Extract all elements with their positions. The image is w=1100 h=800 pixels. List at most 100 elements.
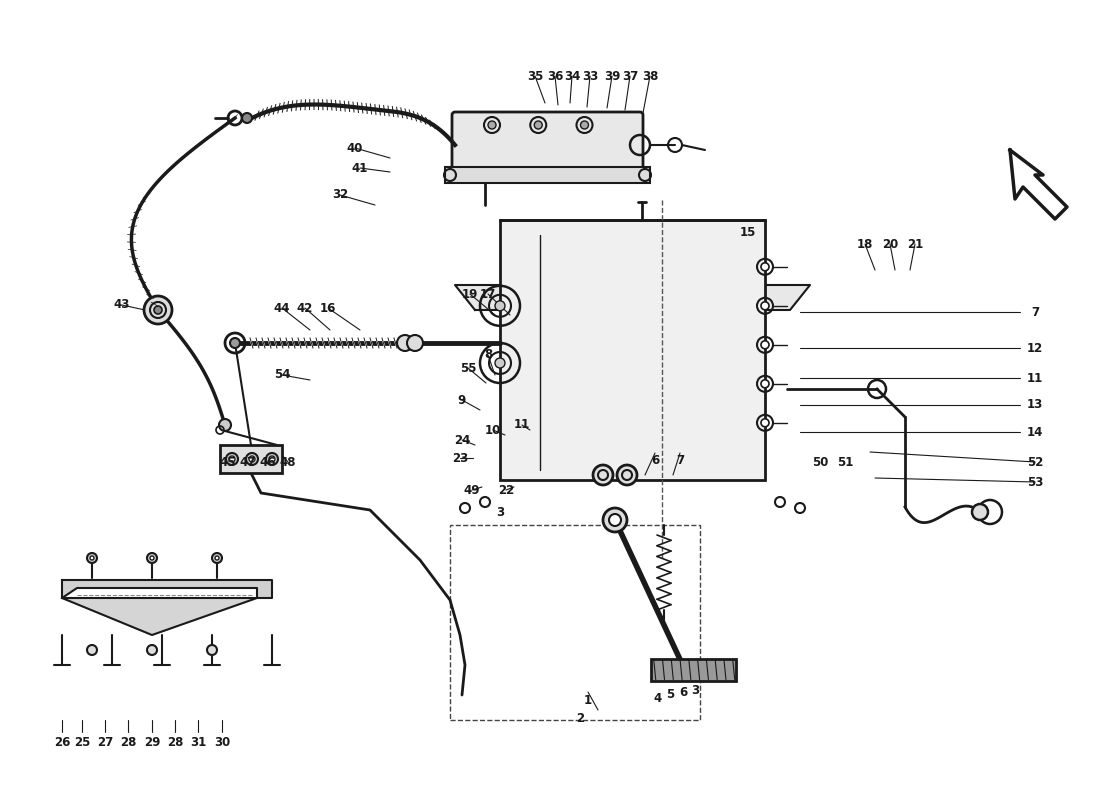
Circle shape bbox=[761, 262, 769, 270]
Text: 55: 55 bbox=[460, 362, 476, 374]
Text: 47: 47 bbox=[240, 455, 256, 469]
Text: 49: 49 bbox=[464, 483, 481, 497]
Text: 50: 50 bbox=[812, 455, 828, 469]
Text: 40: 40 bbox=[346, 142, 363, 154]
FancyBboxPatch shape bbox=[452, 112, 644, 178]
Text: 24: 24 bbox=[454, 434, 470, 446]
Text: 2: 2 bbox=[576, 711, 584, 725]
Circle shape bbox=[144, 296, 172, 324]
Circle shape bbox=[90, 556, 94, 560]
Text: 33: 33 bbox=[582, 70, 598, 82]
Text: 23: 23 bbox=[452, 451, 469, 465]
Text: 41: 41 bbox=[352, 162, 368, 174]
Circle shape bbox=[242, 113, 252, 123]
Text: 29: 29 bbox=[144, 735, 161, 749]
Circle shape bbox=[214, 556, 219, 560]
Text: 8: 8 bbox=[484, 349, 492, 362]
Text: 30: 30 bbox=[213, 735, 230, 749]
Text: 13: 13 bbox=[1027, 398, 1043, 411]
Text: 36: 36 bbox=[547, 70, 563, 82]
Bar bbox=[500, 220, 764, 480]
Text: 11: 11 bbox=[1027, 371, 1043, 385]
Bar bbox=[220, 445, 282, 473]
Text: 45: 45 bbox=[220, 455, 236, 469]
Circle shape bbox=[150, 556, 154, 560]
Text: 31: 31 bbox=[190, 735, 206, 749]
Text: 12: 12 bbox=[1027, 342, 1043, 354]
Bar bbox=[446, 167, 650, 183]
Bar bbox=[651, 658, 736, 681]
Circle shape bbox=[229, 456, 235, 462]
Circle shape bbox=[761, 380, 769, 388]
Text: 14: 14 bbox=[1026, 426, 1043, 438]
Circle shape bbox=[535, 121, 542, 129]
Text: 34: 34 bbox=[564, 70, 580, 82]
Circle shape bbox=[147, 645, 157, 655]
Text: 6: 6 bbox=[679, 686, 688, 698]
Text: 3: 3 bbox=[496, 506, 504, 518]
Text: 1: 1 bbox=[584, 694, 592, 706]
Text: 27: 27 bbox=[97, 735, 113, 749]
Polygon shape bbox=[1010, 150, 1067, 219]
Circle shape bbox=[212, 553, 222, 563]
Circle shape bbox=[154, 306, 162, 314]
Text: 28: 28 bbox=[120, 735, 136, 749]
Circle shape bbox=[207, 645, 217, 655]
Circle shape bbox=[488, 121, 496, 129]
Circle shape bbox=[397, 335, 412, 351]
Circle shape bbox=[609, 514, 622, 526]
Text: 9: 9 bbox=[458, 394, 466, 406]
Text: 46: 46 bbox=[260, 455, 276, 469]
Text: 51: 51 bbox=[837, 455, 854, 469]
Circle shape bbox=[249, 456, 255, 462]
Text: 43: 43 bbox=[113, 298, 130, 311]
Text: 22: 22 bbox=[498, 483, 514, 497]
Text: 35: 35 bbox=[527, 70, 543, 82]
Text: 32: 32 bbox=[332, 189, 348, 202]
Circle shape bbox=[87, 553, 97, 563]
Circle shape bbox=[270, 456, 275, 462]
Text: 4: 4 bbox=[653, 691, 662, 705]
Circle shape bbox=[407, 335, 424, 351]
Circle shape bbox=[147, 553, 157, 563]
Polygon shape bbox=[455, 285, 810, 310]
Text: 3: 3 bbox=[691, 683, 700, 697]
Text: 19: 19 bbox=[462, 287, 478, 301]
Circle shape bbox=[495, 301, 505, 310]
Circle shape bbox=[617, 465, 637, 485]
Circle shape bbox=[246, 453, 258, 465]
Circle shape bbox=[593, 465, 613, 485]
Text: 39: 39 bbox=[604, 70, 620, 82]
Circle shape bbox=[761, 302, 769, 310]
Circle shape bbox=[972, 504, 988, 520]
Text: 5: 5 bbox=[666, 689, 674, 702]
Text: 42: 42 bbox=[297, 302, 313, 314]
Text: 11: 11 bbox=[514, 418, 530, 431]
Circle shape bbox=[230, 338, 240, 348]
Circle shape bbox=[761, 418, 769, 427]
Text: 17: 17 bbox=[480, 287, 496, 301]
Text: 7: 7 bbox=[675, 454, 684, 467]
Circle shape bbox=[761, 341, 769, 349]
Text: 44: 44 bbox=[274, 302, 290, 314]
Circle shape bbox=[219, 419, 231, 431]
Circle shape bbox=[226, 453, 238, 465]
Text: 21: 21 bbox=[906, 238, 923, 250]
Text: 18: 18 bbox=[857, 238, 873, 250]
Bar bbox=[450, 525, 700, 720]
Text: 10: 10 bbox=[485, 423, 502, 437]
Polygon shape bbox=[62, 580, 272, 598]
Text: 37: 37 bbox=[621, 70, 638, 82]
Text: 16: 16 bbox=[320, 302, 337, 314]
Circle shape bbox=[581, 121, 589, 129]
Text: 26: 26 bbox=[54, 735, 70, 749]
Text: 6: 6 bbox=[651, 454, 659, 467]
Text: 53: 53 bbox=[1026, 475, 1043, 489]
Circle shape bbox=[87, 645, 97, 655]
Polygon shape bbox=[62, 598, 257, 635]
Text: 20: 20 bbox=[882, 238, 898, 250]
Text: 25: 25 bbox=[74, 735, 90, 749]
Text: 48: 48 bbox=[279, 455, 296, 469]
Circle shape bbox=[495, 358, 505, 368]
Circle shape bbox=[266, 453, 278, 465]
